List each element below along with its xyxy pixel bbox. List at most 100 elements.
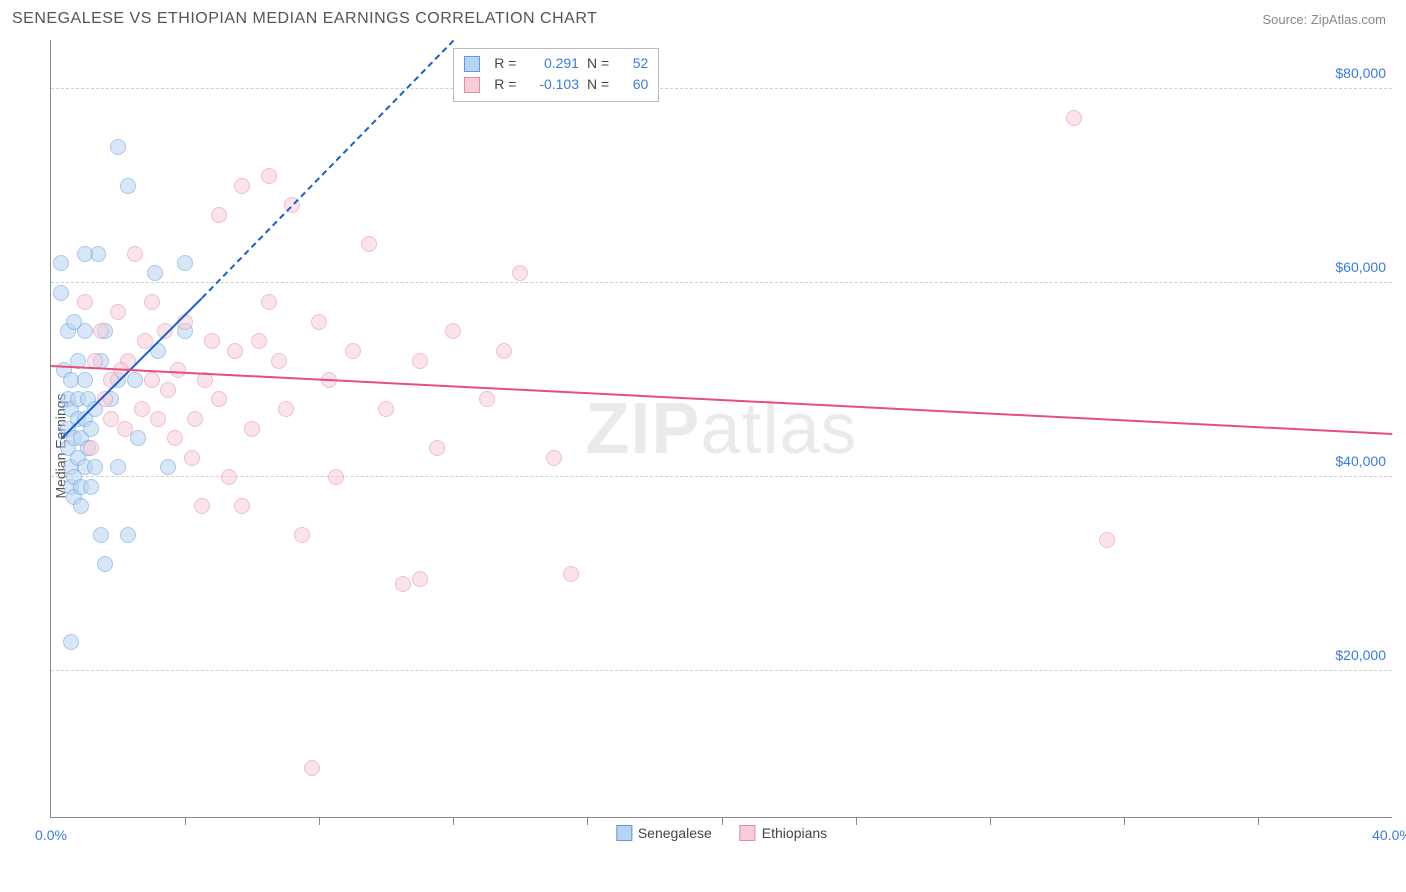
data-point	[83, 479, 99, 495]
data-point	[144, 294, 160, 310]
legend-swatch	[464, 77, 480, 93]
data-point	[361, 236, 377, 252]
data-point	[244, 421, 260, 437]
data-point	[160, 382, 176, 398]
data-point	[378, 401, 394, 417]
data-point	[117, 421, 133, 437]
correlation-legend: R =0.291N =52R =-0.103N =60	[453, 48, 659, 102]
data-point	[120, 527, 136, 543]
data-point	[345, 343, 361, 359]
data-point	[77, 372, 93, 388]
data-point	[167, 430, 183, 446]
data-point	[73, 498, 89, 514]
data-point	[234, 498, 250, 514]
data-point	[66, 314, 82, 330]
data-point	[211, 391, 227, 407]
data-point	[194, 498, 210, 514]
x-tick	[856, 817, 857, 825]
y-tick-label: $20,000	[1335, 647, 1386, 663]
data-point	[445, 323, 461, 339]
data-point	[512, 265, 528, 281]
gridline-h	[51, 282, 1392, 283]
series-legend-item: Ethiopians	[740, 825, 827, 841]
data-point	[328, 469, 344, 485]
data-point	[130, 430, 146, 446]
data-point	[221, 469, 237, 485]
data-point	[160, 459, 176, 475]
data-point	[278, 401, 294, 417]
data-point	[83, 421, 99, 437]
data-point	[211, 207, 227, 223]
gridline-h	[51, 670, 1392, 671]
data-point	[77, 294, 93, 310]
x-tick	[990, 817, 991, 825]
data-point	[1099, 532, 1115, 548]
data-point	[204, 333, 220, 349]
data-point	[546, 450, 562, 466]
data-point	[311, 314, 327, 330]
y-tick-label: $60,000	[1335, 259, 1386, 275]
trendline-dashed	[201, 40, 454, 299]
data-point	[144, 372, 160, 388]
plot-region: ZIPatlas $20,000$40,000$60,000$80,0000.0…	[50, 40, 1392, 818]
chart-area: Median Earnings ZIPatlas $20,000$40,000$…	[12, 40, 1392, 852]
data-point	[103, 411, 119, 427]
data-point	[53, 285, 69, 301]
data-point	[412, 571, 428, 587]
data-point	[184, 450, 200, 466]
data-point	[63, 634, 79, 650]
data-point	[150, 411, 166, 427]
y-tick-label: $80,000	[1335, 65, 1386, 81]
data-point	[187, 411, 203, 427]
x-tick	[319, 817, 320, 825]
data-point	[77, 246, 93, 262]
x-tick	[722, 817, 723, 825]
data-point	[53, 255, 69, 271]
data-point	[110, 459, 126, 475]
data-point	[1066, 110, 1082, 126]
data-point	[294, 527, 310, 543]
data-point	[261, 294, 277, 310]
data-point	[479, 391, 495, 407]
data-point	[93, 527, 109, 543]
legend-swatch	[464, 56, 480, 72]
data-point	[120, 178, 136, 194]
data-point	[110, 304, 126, 320]
gridline-h	[51, 476, 1392, 477]
chart-title: SENEGALESE VS ETHIOPIAN MEDIAN EARNINGS …	[12, 10, 597, 28]
chart-header: SENEGALESE VS ETHIOPIAN MEDIAN EARNINGS …	[0, 0, 1406, 34]
y-tick-label: $40,000	[1335, 453, 1386, 469]
data-point	[304, 760, 320, 776]
data-point	[147, 265, 163, 281]
data-point	[563, 566, 579, 582]
data-point	[271, 353, 287, 369]
gridline-h	[51, 88, 1392, 89]
x-tick	[1258, 817, 1259, 825]
correlation-legend-row: R =-0.103N =60	[464, 74, 648, 95]
x-tick-label: 0.0%	[35, 827, 67, 843]
chart-source: Source: ZipAtlas.com	[1262, 12, 1386, 27]
legend-swatch	[616, 825, 632, 841]
series-legend: Senegalese Ethiopians	[616, 825, 827, 841]
x-tick	[1124, 817, 1125, 825]
data-point	[157, 323, 173, 339]
data-point	[127, 372, 143, 388]
data-point	[110, 139, 126, 155]
data-point	[134, 401, 150, 417]
data-point	[227, 343, 243, 359]
x-tick-label: 40.0%	[1372, 827, 1406, 843]
data-point	[234, 178, 250, 194]
data-point	[127, 246, 143, 262]
data-point	[412, 353, 428, 369]
x-tick	[185, 817, 186, 825]
legend-swatch	[740, 825, 756, 841]
series-legend-item: Senegalese	[616, 825, 712, 841]
data-point	[177, 255, 193, 271]
x-tick	[587, 817, 588, 825]
data-point	[251, 333, 267, 349]
data-point	[496, 343, 512, 359]
x-tick	[453, 817, 454, 825]
data-point	[83, 440, 99, 456]
data-point	[395, 576, 411, 592]
data-point	[429, 440, 445, 456]
